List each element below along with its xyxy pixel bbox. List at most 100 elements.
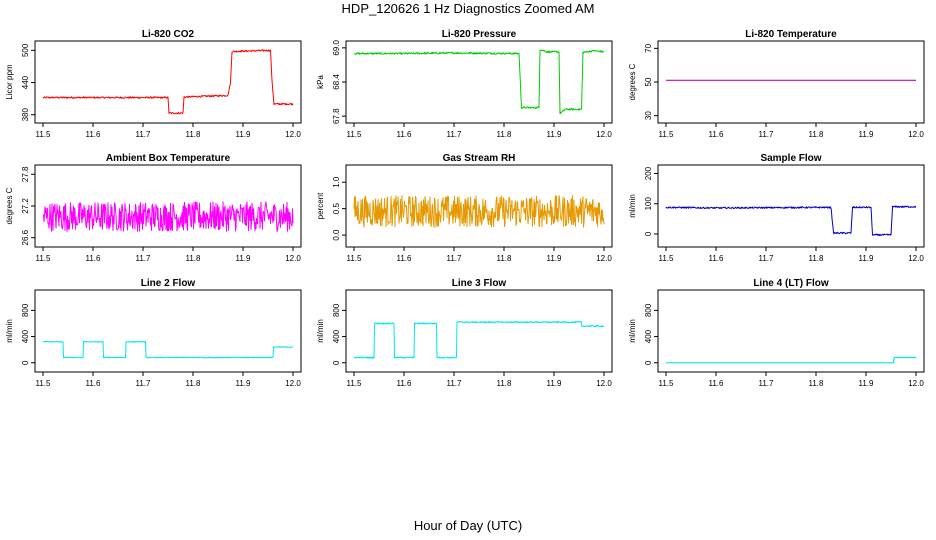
x-tick-label: 11.6 — [397, 254, 413, 263]
panel-line4: Line 4 (LT) Flow 11.5 11.6 11.7 11.8 11.9 12.0… — [628, 278, 925, 388]
x-tick-label: 11.9 — [547, 130, 563, 139]
x-tick-label: 12.0 — [908, 130, 924, 139]
y-axis-label: ml/min — [5, 319, 14, 343]
x-tick-label: 11.9 — [859, 130, 875, 139]
y-tick-label: 30 — [644, 111, 653, 120]
panel-sampleflow: Sample Flow 11.5 11.6 11.7 11.8 11.9 12.0 0 100 2… — [628, 153, 925, 263]
y-tick-label: 0 — [332, 360, 341, 365]
plot-frame — [34, 40, 302, 124]
panel-title: Line 3 Flow — [452, 278, 507, 289]
x-tick-label: 11.8 — [497, 254, 513, 263]
y-tick-label: 500 — [21, 43, 30, 57]
y-tick-label: 100 — [644, 197, 653, 211]
plot-frame — [657, 289, 925, 373]
y-tick-label: 27.8 — [21, 166, 30, 182]
y-tick-label: 400 — [21, 329, 30, 343]
y-tick-label: 400 — [332, 329, 341, 343]
y-tick-label: 0.0 — [332, 229, 341, 241]
y-tick-label: 1.0 — [332, 176, 341, 188]
x-tick-label: 11.8 — [497, 379, 513, 388]
panel-title: Li-820 CO2 — [142, 29, 195, 40]
y-tick-label: 0 — [644, 360, 653, 365]
x-tick-label: 11.8 — [186, 254, 202, 263]
panel-line2: Line 2 Flow 11.5 11.6 11.7 11.8 11.9 12.0 0 400 8… — [5, 278, 302, 388]
panel-title: Ambient Box Temperature — [106, 153, 231, 164]
x-tick-label: 11.5 — [36, 379, 52, 388]
y-axis-label: percent — [316, 192, 325, 219]
x-tick-label: 11.6 — [86, 379, 102, 388]
y-tick-label: 0 — [21, 360, 30, 365]
panel-title: Gas Stream RH — [443, 153, 516, 164]
x-tick-label: 12.0 — [285, 379, 301, 388]
y-tick-label: 27.2 — [21, 198, 30, 214]
y-tick-label: 440 — [21, 75, 30, 89]
y-tick-label: 0 — [644, 231, 653, 236]
y-axis-label: kPa — [316, 75, 325, 89]
x-tick-label: 11.9 — [547, 254, 563, 263]
y-tick-label: 26.6 — [21, 229, 30, 245]
y-tick-label: 800 — [332, 303, 341, 317]
y-tick-label: 70 — [644, 43, 653, 52]
x-tick-label: 12.0 — [285, 254, 301, 263]
y-tick-label: 50 — [644, 77, 653, 86]
x-tick-label: 12.0 — [908, 379, 924, 388]
y-tick-label: 400 — [644, 329, 653, 343]
x-tick-label: 11.8 — [186, 130, 202, 139]
x-tick-label: 11.5 — [659, 254, 675, 263]
x-tick-label: 11.9 — [859, 379, 875, 388]
plot-frame — [34, 289, 302, 373]
x-tick-label: 11.6 — [86, 254, 102, 263]
x-tick-label: 11.8 — [809, 379, 825, 388]
y-axis-label: degrees C — [5, 187, 14, 224]
plot-frame — [657, 164, 925, 248]
plot-frame — [657, 40, 925, 124]
x-tick-label: 11.7 — [759, 254, 775, 263]
x-tick-label: 11.6 — [86, 130, 102, 139]
panel-co2: Li-820 CO2 11.5 11.6 11.7 11.8 11.9 12.0 380 440… — [5, 29, 302, 139]
x-tick-label: 11.6 — [709, 379, 725, 388]
x-tick-label: 11.9 — [547, 379, 563, 388]
panel-line3: Line 3 Flow 11.5 11.6 11.7 11.8 11.9 12.0 0 400 8… — [316, 278, 613, 388]
figure-xlabel: Hour of Day (UTC) — [413, 518, 523, 533]
figure-title: HDP_120626 1 Hz Diagnostics Zoomed AM — [341, 1, 595, 16]
y-tick-label: 800 — [644, 303, 653, 317]
x-tick-label: 11.8 — [186, 379, 202, 388]
y-axis-label: ml/min — [316, 319, 325, 343]
panel-ambient: Ambient Box Temperature 11.5 11.6 11.7 11.8 1… — [5, 153, 302, 263]
panel-title: Line 2 Flow — [141, 278, 196, 289]
y-tick-label: 67.8 — [332, 108, 341, 124]
x-tick-label: 11.9 — [236, 254, 252, 263]
y-tick-label: 0.5 — [332, 203, 341, 215]
y-axis-label: degrees C — [628, 63, 637, 100]
x-tick-label: 11.8 — [809, 254, 825, 263]
series-line-line3 — [354, 321, 605, 359]
series-line-line2 — [42, 340, 293, 359]
series-line-ambient — [42, 201, 294, 232]
x-tick-label: 11.5 — [659, 379, 675, 388]
x-tick-label: 11.7 — [447, 254, 463, 263]
y-axis-label: ml/min — [628, 194, 637, 218]
y-tick-label: 200 — [644, 166, 653, 180]
x-tick-label: 11.6 — [709, 130, 725, 139]
series-line-pressure — [353, 49, 605, 115]
x-tick-label: 11.8 — [497, 130, 513, 139]
x-tick-label: 11.7 — [136, 130, 152, 139]
x-tick-label: 11.7 — [447, 130, 463, 139]
x-tick-label: 11.7 — [136, 379, 152, 388]
panel-title: Sample Flow — [760, 153, 821, 164]
panel-temperature: Li-820 Temperature 11.5 11.6 11.7 11.8 11.9 12… — [628, 29, 925, 139]
x-tick-label: 12.0 — [285, 130, 301, 139]
x-tick-label: 11.5 — [36, 254, 52, 263]
y-tick-label: 69.0 — [332, 40, 341, 56]
plot-frame — [345, 164, 613, 248]
x-tick-label: 11.9 — [236, 130, 252, 139]
x-tick-label: 11.9 — [236, 379, 252, 388]
y-axis-label: Licor ppm — [5, 64, 14, 99]
plot-frame — [345, 289, 613, 373]
x-tick-label: 11.7 — [759, 130, 775, 139]
x-tick-label: 11.5 — [36, 130, 52, 139]
x-tick-label: 11.7 — [136, 254, 152, 263]
x-tick-label: 12.0 — [596, 254, 612, 263]
x-tick-label: 12.0 — [596, 130, 612, 139]
panel-pressure: Li-820 Pressure 11.5 11.6 11.7 11.8 11.9 12.0 6… — [316, 29, 613, 139]
